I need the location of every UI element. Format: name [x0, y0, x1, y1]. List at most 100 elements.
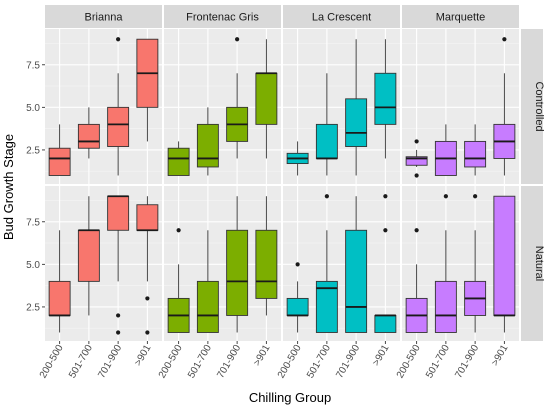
- box-brianna-controlled-200-500: [48, 124, 71, 176]
- box-frontenac-gris-natural-901: [255, 196, 278, 316]
- box-frontenac-gris-natural-701-900: [226, 196, 249, 333]
- box-frontenac-gris-controlled-701-900: [226, 37, 249, 159]
- box-marquette-natural-901: [493, 195, 516, 333]
- box-body: [345, 98, 368, 147]
- outlier-point: [116, 37, 121, 42]
- box-body: [77, 229, 100, 282]
- strip-frontenac-gris: [164, 5, 281, 28]
- box-body: [196, 280, 219, 333]
- box-brianna-controlled-701-900: [107, 37, 130, 176]
- y-axis: 2.5 5.0 7.5 2.5 5.0 7.5: [26, 60, 45, 313]
- strip-label-marquette: Marquette: [436, 12, 486, 24]
- box-body: [226, 229, 249, 316]
- panel-controlled-frontenac-gris: [164, 29, 281, 184]
- outlier-point: [295, 262, 300, 267]
- box-frontenac-gris-natural-200-500: [167, 228, 190, 333]
- strip-natural: [521, 186, 543, 341]
- strip-label-frontenac-gris: Frontenac Gris: [186, 12, 259, 24]
- box-brianna-natural-501-700: [77, 196, 100, 316]
- box-frontenac-gris-controlled-200-500: [167, 141, 190, 176]
- box-body: [107, 106, 130, 147]
- panel-natural-marquette: [402, 186, 519, 341]
- box-marquette-controlled-701-900: [464, 124, 487, 176]
- y-tick-label: 5.0: [26, 103, 40, 114]
- box-brianna-natural-701-900: [107, 195, 130, 335]
- outlier-point: [324, 194, 329, 199]
- strip-controlled: [521, 29, 543, 184]
- box-body: [136, 204, 159, 231]
- box-body: [434, 280, 457, 333]
- panel-controlled-brianna: [45, 29, 162, 184]
- panel-controlled-la-crescent: [283, 29, 400, 184]
- strip-label-natural: Natural: [533, 246, 545, 281]
- y-axis-title: Bud Growth Stage: [1, 134, 16, 240]
- box-body: [345, 229, 368, 333]
- box-body: [167, 147, 190, 176]
- outlier-point: [414, 139, 419, 144]
- box-frontenac-gris-controlled-501-700: [196, 107, 219, 176]
- y-tick-label: 7.5: [26, 217, 40, 228]
- panel-natural-frontenac-gris: [164, 186, 281, 341]
- y-tick-label: 5.0: [26, 260, 40, 271]
- box-frontenac-gris-controlled-901: [255, 39, 278, 159]
- outlier-point: [176, 228, 181, 233]
- x-axis-title: Chilling Group: [249, 390, 331, 405]
- strip-marquette: [402, 5, 519, 28]
- box-la-crescent-controlled-701-900: [345, 39, 368, 176]
- box-body: [405, 156, 428, 166]
- strip-label-brianna: Brianna: [85, 12, 124, 24]
- box-la-crescent-controlled-901: [374, 39, 397, 159]
- panel-controlled-marquette: [402, 29, 519, 184]
- y-tick-label: 2.5: [26, 145, 40, 156]
- box-body: [374, 72, 397, 125]
- outlier-point: [414, 228, 419, 233]
- y-tick-label: 7.5: [26, 60, 40, 71]
- box-body: [315, 123, 338, 159]
- box-body: [286, 297, 309, 316]
- box-body: [315, 280, 338, 333]
- box-body: [374, 315, 397, 333]
- box-body: [255, 229, 278, 299]
- box-body: [77, 123, 100, 149]
- box-la-crescent-natural-701-900: [345, 196, 368, 333]
- box-body: [464, 140, 487, 168]
- box-brianna-controlled-901: [136, 38, 159, 142]
- box-marquette-controlled-200-500: [405, 139, 428, 178]
- box-body: [196, 123, 219, 168]
- outlier-point: [443, 194, 448, 199]
- box-la-crescent-controlled-200-500: [286, 141, 309, 176]
- facet-strips: Brianna Frontenac Gris La Crescent Marquett…: [45, 5, 545, 341]
- strip-brianna: [45, 5, 162, 28]
- strip-label-la-crescent: La Crescent: [312, 12, 371, 24]
- outlier-point: [145, 296, 150, 301]
- box-marquette-controlled-501-700: [434, 124, 457, 176]
- box-marquette-natural-701-900: [464, 194, 487, 333]
- strip-label-controlled: Controlled: [533, 81, 545, 131]
- box-body: [48, 280, 71, 316]
- box-la-crescent-controlled-501-700: [315, 73, 338, 176]
- box-body: [493, 195, 516, 316]
- box-brianna-natural-200-500: [48, 230, 71, 333]
- box-brianna-natural-901: [136, 196, 159, 335]
- box-body: [255, 72, 278, 125]
- outlier-point: [116, 330, 121, 335]
- panel-natural-la-crescent: [283, 186, 400, 341]
- box-frontenac-gris-natural-501-700: [196, 230, 219, 333]
- outlier-point: [235, 37, 240, 42]
- box-la-crescent-natural-501-700: [315, 194, 338, 333]
- outlier-point: [383, 194, 388, 199]
- panel-natural-brianna: [45, 186, 162, 341]
- box-brianna-controlled-501-700: [77, 107, 100, 159]
- facet-panels: [45, 29, 519, 341]
- outlier-point: [145, 330, 150, 335]
- outlier-point: [116, 313, 121, 318]
- outlier-point: [502, 37, 507, 42]
- box-la-crescent-natural-901: [374, 194, 397, 333]
- y-tick-label: 2.5: [26, 302, 40, 313]
- strip-la-crescent: [283, 5, 400, 28]
- box-marquette-natural-200-500: [405, 228, 428, 333]
- outlier-point: [383, 228, 388, 233]
- outlier-point: [414, 173, 419, 178]
- box-la-crescent-natural-200-500: [286, 262, 309, 333]
